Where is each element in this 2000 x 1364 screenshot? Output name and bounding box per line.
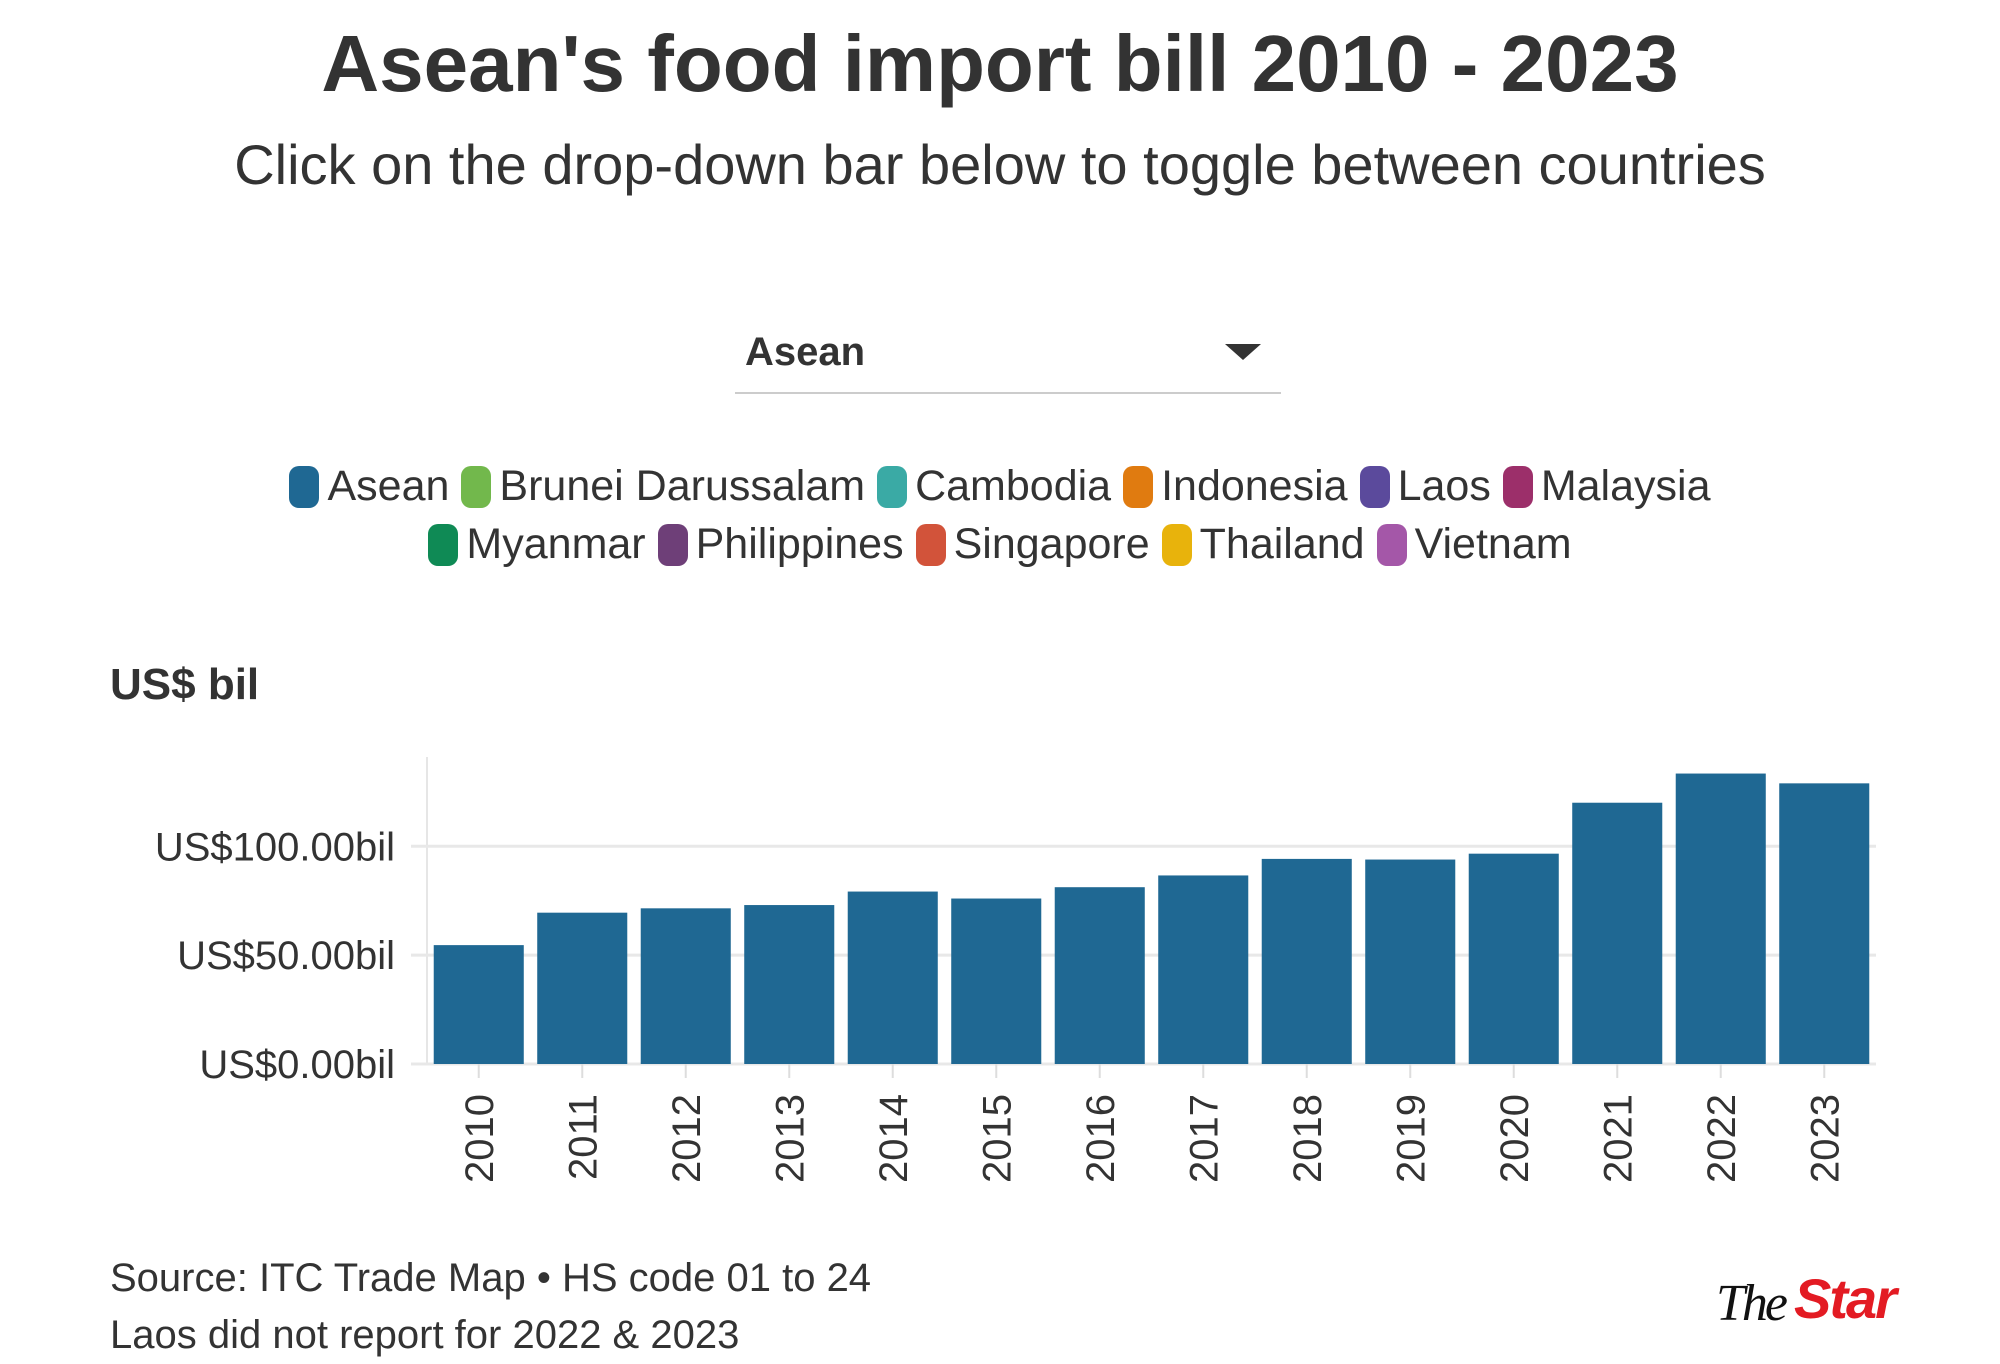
legend-item[interactable]: Cambodia [877, 462, 1111, 511]
country-dropdown[interactable]: Asean [735, 322, 1281, 394]
legend-swatch-icon [915, 523, 946, 566]
bar [1054, 887, 1145, 1064]
legend-item[interactable]: Brunei Darussalam [461, 462, 865, 511]
bar [433, 945, 524, 1064]
bar [1261, 858, 1352, 1064]
legend-swatch-icon [1359, 465, 1390, 508]
legend-item[interactable]: Malaysia [1502, 462, 1711, 511]
legend-label: Asean [327, 462, 450, 510]
svg-text:Star: Star [1794, 1267, 1900, 1330]
the-star-logo: The Star [1716, 1267, 1902, 1332]
bar [1779, 783, 1870, 1064]
x-tick-label: 2010 [458, 1094, 502, 1183]
legend-swatch-icon [428, 523, 459, 566]
legend-item[interactable]: Philippines [657, 520, 904, 569]
bar [1468, 853, 1559, 1064]
x-tick-label: 2012 [665, 1094, 709, 1183]
legend-label: Thailand [1199, 520, 1365, 568]
y-axis-unit-label: US$ bil [110, 660, 260, 709]
legend-label: Vietnam [1414, 520, 1572, 568]
x-tick-label: 2013 [768, 1094, 812, 1183]
bar [1675, 773, 1766, 1064]
legend-swatch-icon [877, 465, 908, 508]
x-tick-label: 2022 [1700, 1094, 1744, 1183]
legend-label: Philippines [695, 520, 904, 568]
y-tick-label: US$50.00bil [177, 934, 395, 978]
svg-text:The: The [1716, 1275, 1787, 1332]
legend-label: Brunei Darussalam [499, 462, 866, 510]
legend-item[interactable]: Vietnam [1376, 520, 1572, 569]
legend-swatch-icon [1123, 465, 1154, 508]
chart-title: Asean's food import bill 2010 - 2023 [321, 19, 1679, 108]
legend-item[interactable]: Asean [289, 462, 449, 511]
legend-label: Indonesia [1161, 462, 1348, 510]
y-tick-label: US$0.00bil [199, 1043, 395, 1087]
legend-item[interactable]: Laos [1359, 462, 1491, 511]
legend-item[interactable]: Indonesia [1123, 462, 1348, 511]
x-tick-label: 2018 [1286, 1094, 1330, 1183]
legend-label: Myanmar [466, 520, 646, 568]
legend-swatch-icon [1161, 523, 1192, 566]
legend-label: Cambodia [915, 462, 1112, 510]
x-tick-label: 2015 [975, 1094, 1019, 1183]
legend-item[interactable]: Singapore [915, 520, 1150, 569]
bar [1572, 802, 1663, 1064]
legend-swatch-icon [1502, 465, 1533, 508]
y-tick-label: US$100.00bil [155, 825, 395, 869]
bar [1365, 859, 1456, 1064]
x-tick-label: 2019 [1389, 1094, 1433, 1183]
legend-label: Laos [1397, 462, 1491, 510]
legend-item[interactable]: Thailand [1161, 520, 1365, 569]
source-text: Source: ITC Trade Map • HS code 01 to 24 [110, 1256, 872, 1300]
bar [847, 891, 938, 1064]
chart-source: Source: ITC Trade Map • HS code 01 to 24… [110, 1250, 871, 1364]
bar [640, 908, 731, 1064]
legend-label: Malaysia [1540, 462, 1711, 510]
x-tick-label: 2016 [1079, 1094, 1123, 1183]
bar [1158, 875, 1249, 1064]
x-tick-label: 2023 [1803, 1094, 1847, 1183]
x-tick-label: 2017 [1182, 1094, 1226, 1183]
legend-row-1: Asean Brunei Darussalam Cambodia Indonesia L… [0, 462, 2000, 519]
dropdown-selected-value: Asean [745, 330, 866, 374]
legend-row-2: Myanmar Philippines Singapore Thailand Vietn… [0, 520, 2000, 577]
legend-swatch-icon [1376, 523, 1407, 566]
x-tick-label: 2021 [1596, 1094, 1640, 1183]
bar [951, 898, 1042, 1064]
legend-swatch-icon [657, 523, 688, 566]
bar [537, 912, 628, 1064]
x-tick-label: 2014 [872, 1094, 916, 1183]
legend-label: Singapore [953, 520, 1150, 568]
footnote-text: Laos did not report for 2022 & 2023 [110, 1313, 740, 1357]
chart-subtitle: Click on the drop-down bar below to togg… [234, 133, 1766, 196]
x-tick-label: 2011 [561, 1094, 605, 1180]
legend-swatch-icon [461, 465, 492, 508]
x-tick-label: 2020 [1493, 1094, 1537, 1183]
caret-down-icon[interactable] [1225, 344, 1261, 360]
legend-item[interactable]: Myanmar [428, 520, 646, 569]
legend-swatch-icon [289, 465, 320, 508]
bar [744, 905, 835, 1064]
